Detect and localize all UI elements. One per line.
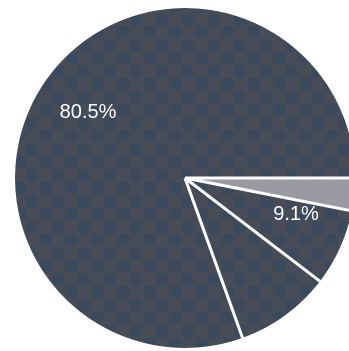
slice-divider-4 [184,176,349,213]
slice-divider-3 [184,176,321,283]
slice-divider-2 [183,177,244,339]
pie-slice-texture-2 [185,178,320,338]
slice-label-9-1: 9.1% [273,203,319,225]
slice-label-80-5: 80.5% [60,101,117,123]
